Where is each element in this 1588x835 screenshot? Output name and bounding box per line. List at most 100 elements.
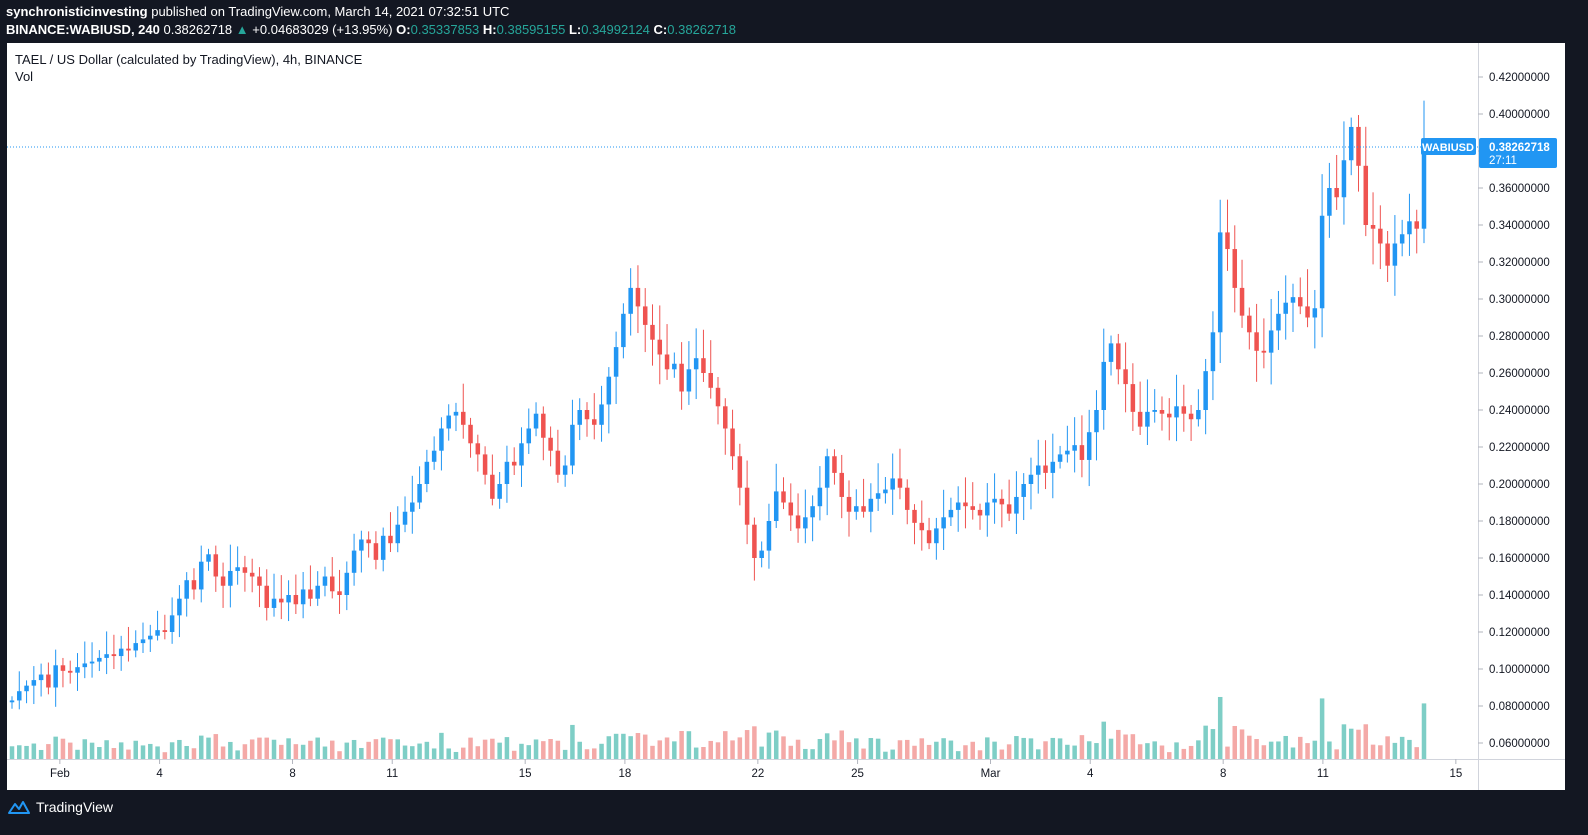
candle-body — [1290, 297, 1296, 303]
candle-body — [897, 478, 903, 488]
candle-body — [1028, 474, 1034, 484]
volume-bar — [482, 739, 488, 759]
volume-bar — [104, 740, 109, 759]
candle-body — [701, 358, 706, 373]
volume-bar — [424, 741, 430, 759]
price-tick-label: 0.26000000 — [1489, 368, 1550, 380]
candle-body — [329, 576, 335, 592]
volume-bar — [1028, 738, 1034, 759]
low-label: L: — [568, 22, 582, 37]
candle-body — [1232, 249, 1238, 288]
candle-body — [344, 572, 350, 595]
candle-body — [1021, 484, 1026, 497]
volume-bar — [1123, 734, 1128, 759]
candle-body — [271, 598, 277, 608]
candle-body — [788, 502, 794, 516]
volume-bar — [693, 747, 699, 759]
candle-body — [104, 654, 109, 658]
candle-body — [693, 358, 699, 370]
volume-bar — [1108, 738, 1114, 759]
volume-bar — [1050, 737, 1056, 759]
candle-body — [1407, 221, 1412, 235]
volume-bar — [1414, 747, 1419, 759]
volume-bar — [948, 740, 954, 759]
close-label: C: — [653, 22, 668, 37]
volume-bar — [832, 740, 837, 759]
price-tick-label: 0.20000000 — [1489, 479, 1550, 491]
candle-body — [941, 517, 946, 529]
volume-bar — [1159, 745, 1165, 759]
candle-body — [24, 685, 29, 692]
time-tick-label: 25 — [851, 768, 864, 780]
candle-body — [220, 576, 226, 586]
candle-body — [723, 406, 728, 429]
footer-brand[interactable]: TradingView — [36, 799, 114, 815]
volume-bar — [664, 737, 670, 759]
candle-body — [621, 313, 626, 348]
price-chart[interactable]: 0.420000000.400000000.380000000.36000000… — [7, 43, 1565, 790]
candle-body — [461, 411, 466, 425]
candle-body — [257, 576, 262, 586]
candle-body — [315, 585, 320, 599]
candle-body — [752, 524, 757, 558]
candle-body — [67, 670, 73, 673]
candle-body — [31, 680, 37, 686]
volume-bar — [1421, 703, 1427, 759]
tradingview-logo-icon[interactable] — [8, 800, 30, 814]
price-tick-label: 0.08000000 — [1489, 701, 1550, 713]
author-name[interactable]: synchronisticinvesting — [6, 4, 148, 19]
price-tick-label: 0.36000000 — [1489, 183, 1550, 195]
candle-body — [1399, 234, 1405, 244]
candle-body — [970, 506, 975, 510]
candle-body — [490, 474, 495, 499]
candle-body — [846, 496, 852, 512]
volume-bar — [1072, 745, 1077, 759]
candle-body — [926, 530, 932, 544]
candle-body — [1421, 145, 1427, 229]
volume-bar — [1407, 739, 1412, 759]
last-price: 0.38262718 — [163, 22, 233, 37]
candle-body — [1174, 406, 1179, 418]
candle-body — [664, 354, 670, 370]
price-tag-symbol: WABIUSD — [1422, 142, 1474, 154]
volume-bar — [773, 730, 779, 759]
volume-bar — [322, 746, 328, 759]
time-tick-label: 22 — [751, 768, 764, 780]
candle-body — [1254, 332, 1259, 351]
volume-bar — [1116, 729, 1121, 759]
volume-bar — [599, 743, 604, 759]
volume-bar — [992, 741, 997, 759]
candle-body — [322, 576, 328, 586]
volume-bar — [1363, 724, 1369, 759]
candle-body — [584, 410, 590, 420]
volume-bar — [242, 744, 248, 759]
candle-body — [817, 487, 823, 507]
volume-bar — [453, 751, 459, 759]
time-tick-label: 8 — [1220, 768, 1226, 780]
time-tick-label: 4 — [156, 768, 163, 780]
volume-bar — [868, 738, 874, 759]
candle-body — [1159, 410, 1165, 414]
candle-body — [519, 443, 524, 466]
volume-bar — [279, 744, 284, 759]
chart-panel[interactable]: 0.420000000.400000000.380000000.36000000… — [7, 43, 1565, 790]
candle-body — [985, 502, 990, 516]
volume-bar — [402, 745, 408, 759]
volume-bar — [861, 748, 866, 759]
volume-bar — [206, 737, 211, 759]
candle-body — [148, 635, 153, 640]
candle-body — [293, 595, 299, 605]
time-tick-label: 11 — [386, 768, 398, 780]
candle-body — [1283, 302, 1288, 314]
volume-bar — [1137, 744, 1143, 759]
candle-body — [279, 598, 284, 603]
volume-bar — [955, 751, 961, 759]
candle-body — [359, 539, 364, 551]
price-tag[interactable]: WABIUSD 0.38262718 27:11 — [1421, 138, 1557, 168]
candle-body — [53, 665, 58, 688]
candle-body — [497, 484, 502, 499]
volume-bar — [1305, 743, 1310, 759]
candle-body — [1072, 445, 1077, 451]
candle-body — [1079, 445, 1085, 460]
volume-bar — [577, 741, 582, 759]
